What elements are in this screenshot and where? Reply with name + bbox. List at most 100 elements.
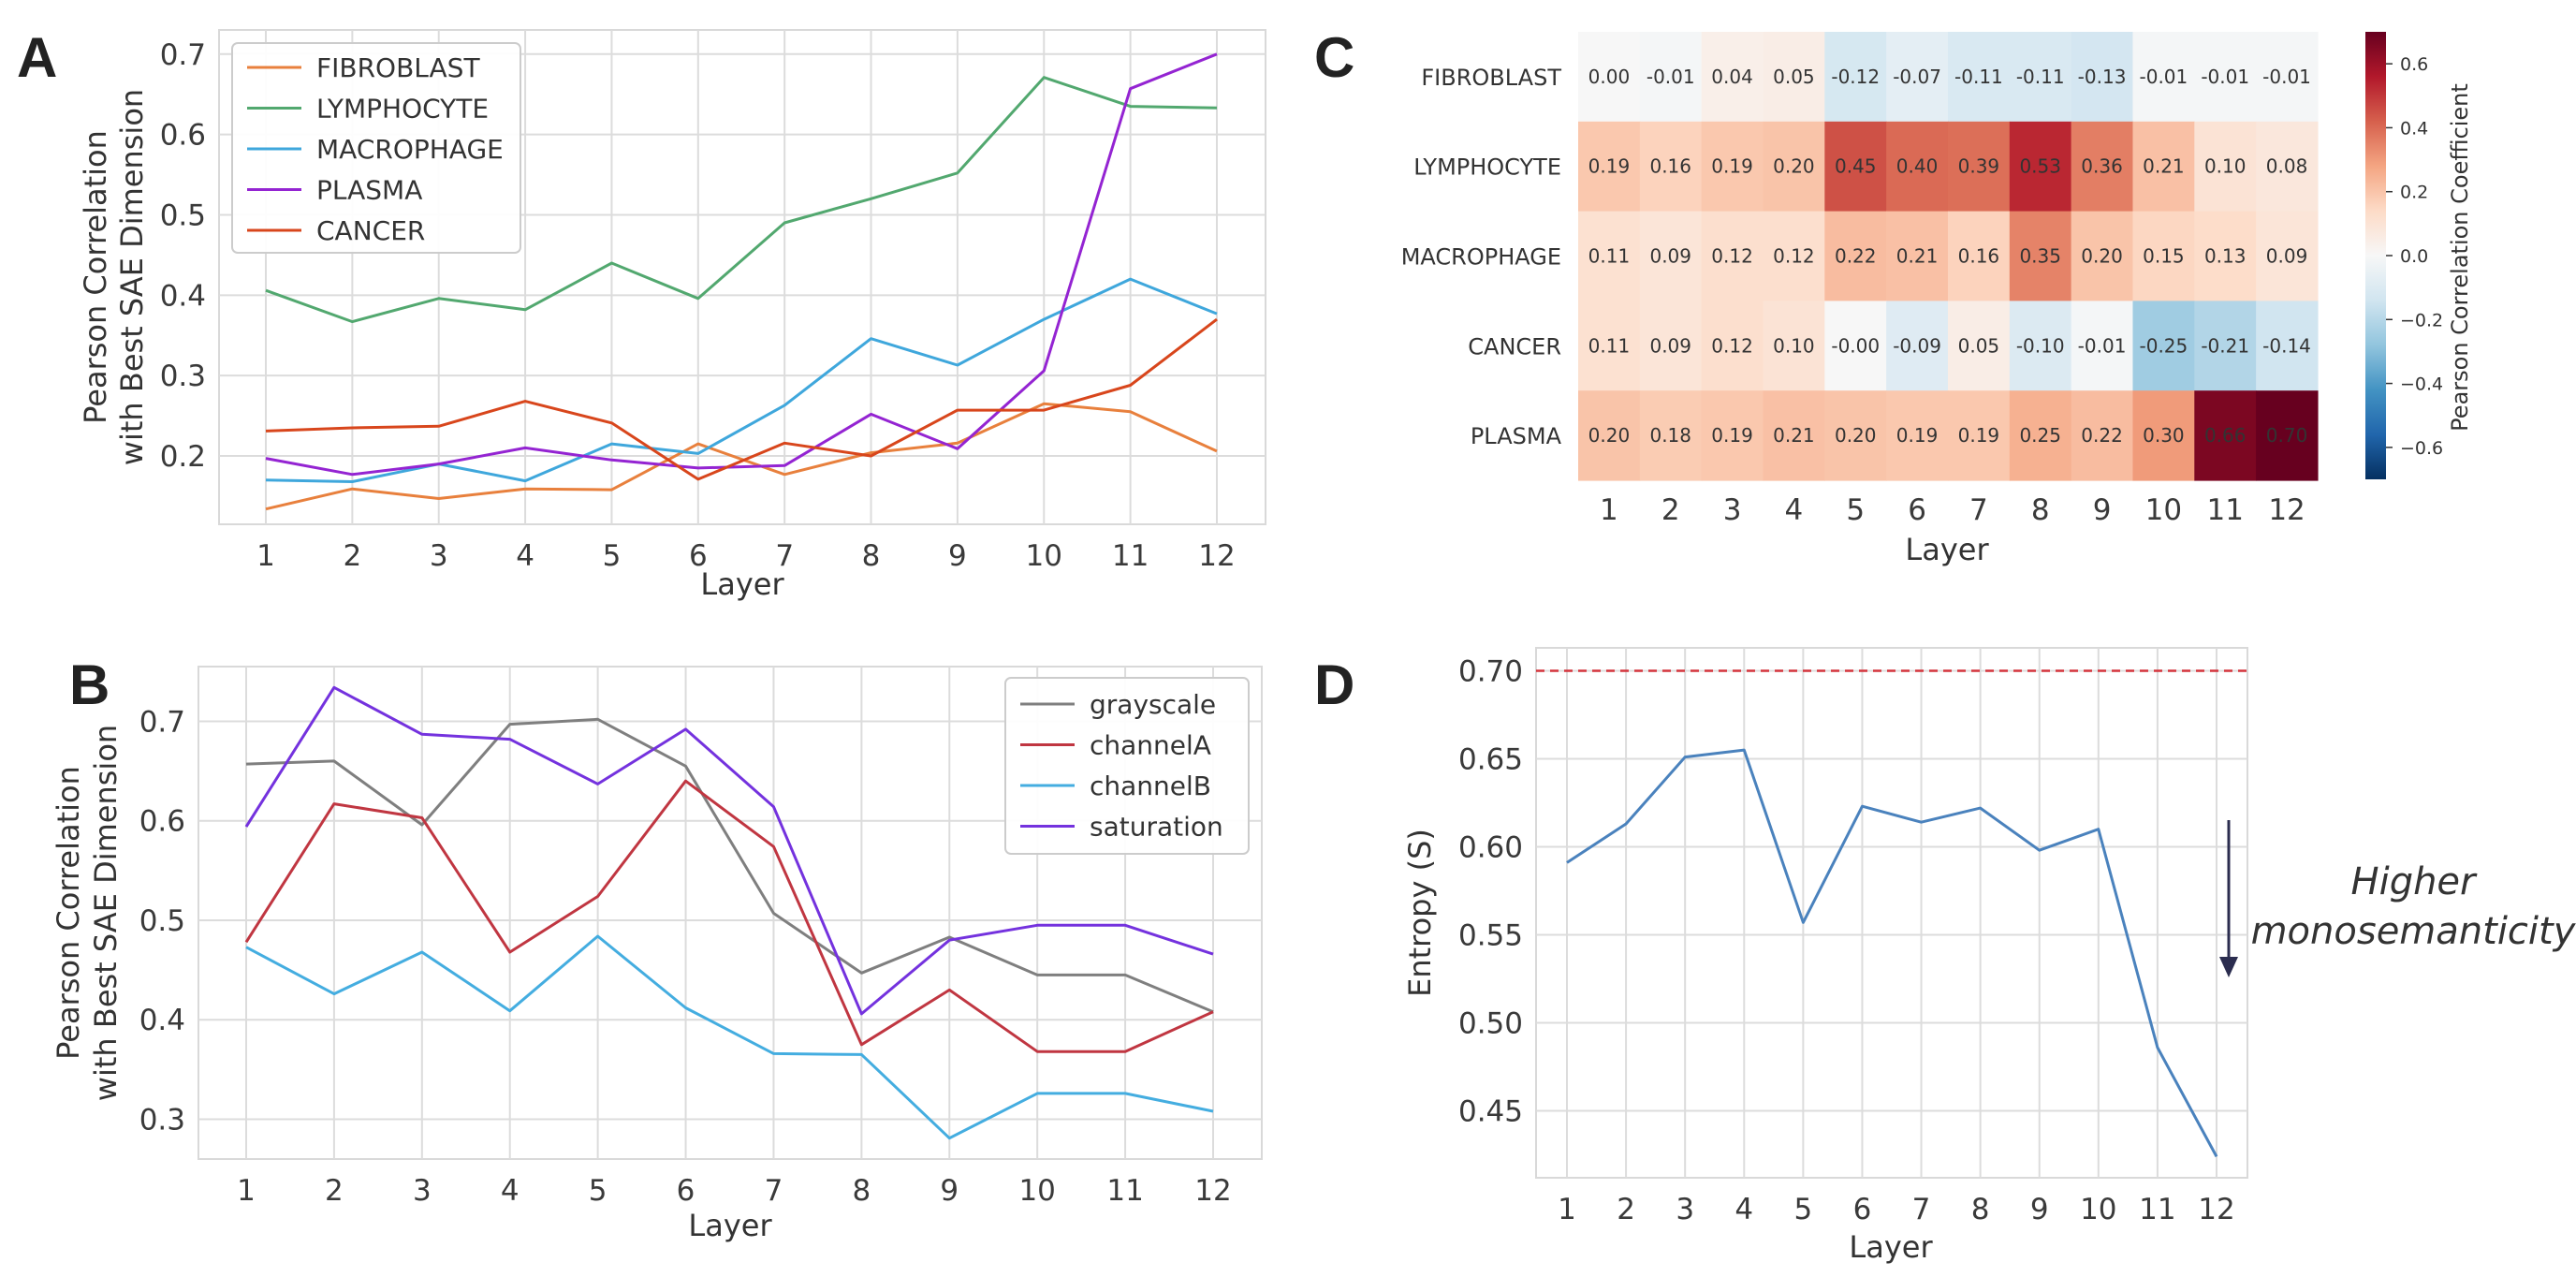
heatmap-col-label: 3: [1723, 493, 1742, 527]
heatmap-col-label: 1: [1600, 493, 1618, 527]
heatmap-cell-label: -0.01: [2140, 66, 2188, 88]
heatmap-cell-label: 0.09: [1649, 245, 1691, 268]
panel-d-x-tick-label: 9: [2030, 1193, 2049, 1226]
heatmap-cell: [1947, 390, 2011, 481]
panel-a-x-tick-label: 4: [516, 539, 534, 573]
panel-b-series-saturation: [244, 685, 1214, 1016]
panel-letter-c: C: [1314, 26, 1354, 89]
heatmap-cell: [1947, 211, 2011, 301]
heatmap-cell-label: -0.21: [2201, 334, 2249, 357]
heatmap-cell: [2194, 32, 2257, 123]
heatmap-cell-label: 0.10: [2204, 155, 2247, 178]
heatmap-cell: [2256, 32, 2319, 123]
panel-a-y-tick-label: 0.3: [160, 360, 206, 393]
heatmap-cell-label: 0.53: [2019, 155, 2061, 178]
heatmap-cell-label: -0.11: [1954, 66, 2003, 88]
panel-b-x-tick-label: 5: [589, 1174, 607, 1208]
panel-a-series-plasma: [265, 52, 1218, 477]
heatmap-cell: [2071, 211, 2134, 301]
panel-d-x-tick-label: 11: [2139, 1193, 2175, 1226]
panel-b-x-tick-label: 10: [1018, 1174, 1055, 1208]
panel-b-y-tick-label: 0.6: [139, 805, 185, 839]
panel-d-plot-frame: [1535, 647, 2248, 1179]
heatmap-cell-label: -0.01: [1647, 66, 1695, 88]
heatmap-cell-label: 0.22: [1835, 245, 1877, 268]
heatmap-cell-label: 0.04: [1711, 66, 1753, 88]
panel-letter-b: B: [69, 653, 110, 716]
panel-d-y-tick-label: 0.55: [1458, 919, 1523, 953]
heatmap-col-label: 9: [2093, 493, 2112, 527]
panel-b-x-tick-label: 8: [852, 1174, 871, 1208]
panel-a-x-tick-label: 2: [343, 539, 361, 573]
panel-d-x-tick-label: 2: [1617, 1193, 1635, 1226]
panel-letter-a: A: [17, 26, 57, 89]
panel-d-x-axis-label: Layer: [1849, 1229, 1933, 1265]
heatmap-cell: [1824, 32, 1887, 123]
heatmap-cell: [1701, 121, 1764, 213]
panel-d-y-tick-label: 0.50: [1458, 1007, 1523, 1041]
heatmap-cell: [1886, 121, 1949, 213]
panel-d-x-tick-label: 12: [2198, 1193, 2234, 1226]
panel-b-legend-label: channelA: [1090, 730, 1211, 761]
panel-b-x-tick-label: 2: [325, 1174, 344, 1208]
panel-a-legend: FIBROBLAST LYMPHOCYTE MACROPHAGE PLASMA CANC…: [231, 42, 521, 254]
heatmap-cell-label: 0.11: [1588, 334, 1631, 357]
panel-a-x-tick-label: 3: [430, 539, 448, 573]
colorbar-tick-label: −0.6: [2400, 438, 2443, 459]
heatmap-cell: [1639, 301, 1703, 391]
heatmap-cell: [1701, 301, 1764, 391]
heatmap-cell-label: 0.11: [1588, 245, 1631, 268]
heatmap-cell-label: -0.01: [2262, 66, 2311, 88]
heatmap-cell-label: -0.07: [1893, 66, 1941, 88]
heatmap-cell-label: 0.36: [2081, 155, 2123, 178]
panel-b-legend-box: [1004, 677, 1250, 855]
panel-a-legend-box: [231, 42, 521, 254]
panel-d-line-chart: 1 2 3 4 5 6 7 8 9 10 11 120.450.500.550.600.650.70 …: [1402, 647, 2576, 1265]
panel-d-y-axis-label: Entropy (S): [1402, 829, 1438, 997]
heatmap-cell: [2009, 121, 2072, 213]
heatmap-cell-label: 0.20: [2081, 245, 2123, 268]
panel-b-line-chart: 1 2 3 4 5 6 7 8 9 10 11 120.30.40.50.60.7 Layer Pea…: [51, 666, 1263, 1243]
panel-c-colorbar: [2365, 32, 2386, 479]
heatmap-cell: [1639, 32, 1703, 123]
panel-d-x-tick-label: 3: [1676, 1193, 1694, 1226]
panel-d-x-tick-label: 5: [1793, 1193, 1812, 1226]
heatmap-cell: [1639, 121, 1703, 213]
heatmap-cell-label: -0.09: [1893, 334, 1941, 357]
panel-a-y-axis-label-line1: Pearson Correlation: [78, 130, 113, 424]
panel-d-x-tick-label: 4: [1734, 1193, 1753, 1226]
heatmap-cell-label: -0.11: [2016, 66, 2065, 88]
heatmap-cell-label: 0.05: [1773, 66, 1815, 88]
heatmap-cell: [1578, 121, 1641, 213]
heatmap-cell-label: 0.00: [1588, 66, 1631, 88]
heatmap-cell-label: -0.00: [1831, 334, 1880, 357]
annotation-line1: Higher: [2351, 860, 2479, 903]
heatmap-cell: [2132, 121, 2195, 213]
heatmap-cell-label: -0.12: [1831, 66, 1880, 88]
panel-c-x-axis-label: Layer: [1905, 532, 1989, 567]
panel-b-x-tick-label: 12: [1194, 1174, 1231, 1208]
heatmap-cell-label: -0.01: [2201, 66, 2249, 88]
heatmap-cell-label: 0.19: [1711, 424, 1753, 447]
colorbar-tick-label: 0.0: [2400, 246, 2428, 267]
panel-d-series-entropy: [1566, 748, 2218, 1158]
panel-a-series-lymphocyte: [265, 76, 1218, 324]
heatmap-cell: [2256, 390, 2319, 481]
panel-a-series-cancer: [265, 317, 1218, 481]
heatmap-cell: [2132, 390, 2195, 481]
panel-d-y-tick-label: 0.70: [1458, 654, 1523, 688]
heatmap-row-label: PLASMA: [1471, 423, 1562, 449]
panel-a-y-tick-label: 0.7: [160, 38, 206, 72]
annotation-line2: monosemanticity: [2251, 910, 2576, 953]
panel-d-y-tick-label: 0.65: [1458, 742, 1523, 776]
panel-a-legend-label: FIBROBLAST: [316, 52, 480, 83]
heatmap-cell: [2009, 32, 2072, 123]
panel-d-x-tick-label: 1: [1558, 1193, 1576, 1226]
panel-d-y-tick-label: 0.60: [1458, 830, 1523, 864]
monosemanticity-arrow-icon: [2219, 820, 2238, 977]
heatmap-cell: [2132, 32, 2195, 123]
heatmap-col-label: 8: [2031, 493, 2050, 527]
heatmap-col-label: 7: [1969, 493, 1988, 527]
panel-b-x-tick-label: 9: [940, 1174, 959, 1208]
panel-b-y-tick-label: 0.7: [139, 705, 185, 739]
